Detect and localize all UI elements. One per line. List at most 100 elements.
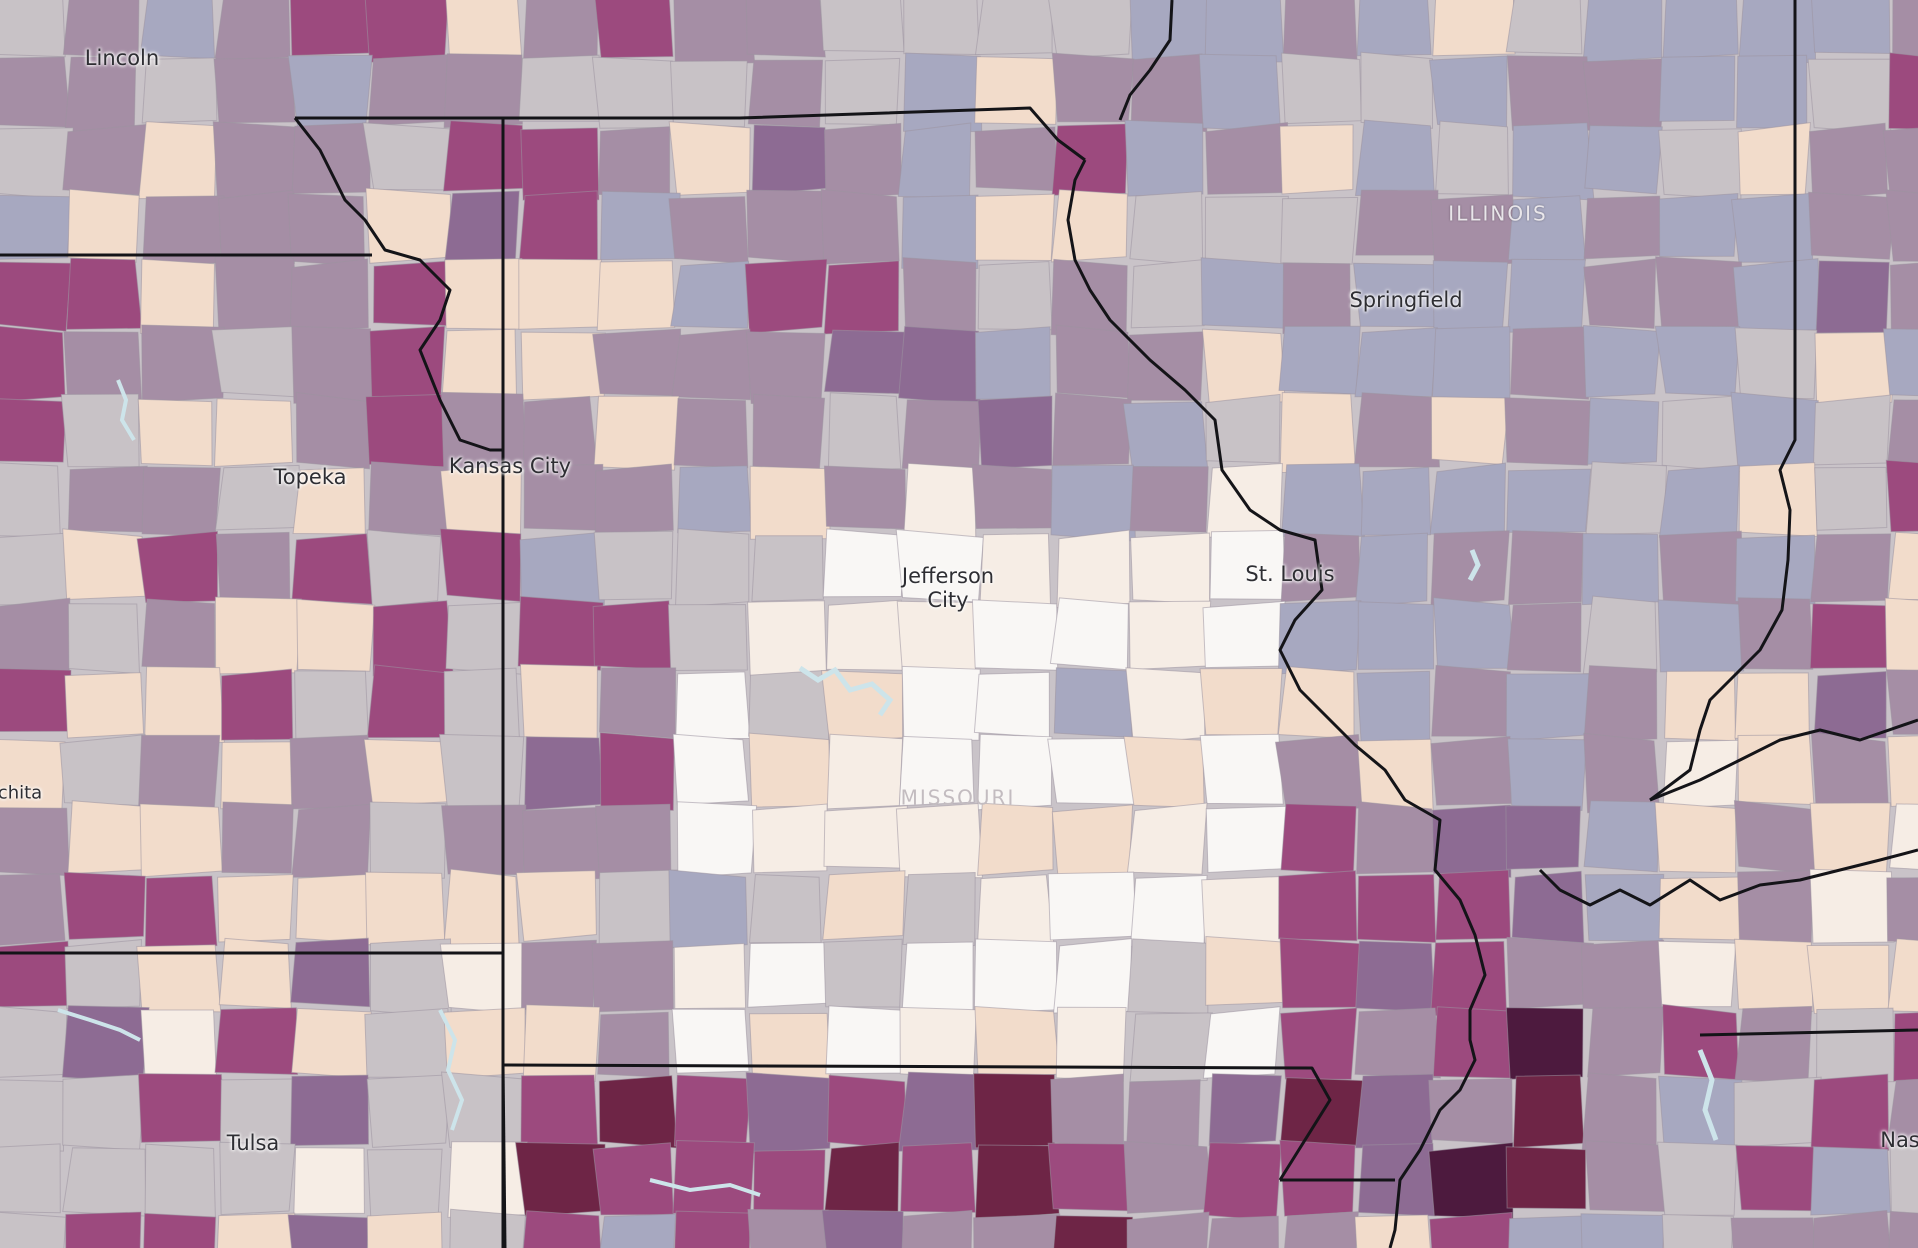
county-cell[interactable] (1583, 800, 1660, 873)
county-cell[interactable] (977, 395, 1053, 470)
county-cell[interactable] (1356, 670, 1431, 745)
county-cell[interactable] (974, 0, 1053, 56)
county-cell[interactable] (0, 1079, 65, 1152)
county-cell[interactable] (744, 258, 828, 334)
county-cell[interactable] (594, 0, 674, 59)
county-cell[interactable] (215, 531, 291, 609)
county-cell[interactable] (1506, 55, 1592, 131)
county-cell[interactable] (1050, 464, 1136, 542)
county-cell[interactable] (826, 1074, 907, 1150)
county-cell[interactable] (445, 601, 527, 675)
county-cell[interactable] (1887, 938, 1918, 1013)
county-cell[interactable] (1430, 396, 1511, 466)
county-cell[interactable] (220, 741, 300, 810)
county-cell[interactable] (821, 1209, 904, 1248)
county-cell[interactable] (1662, 1003, 1740, 1081)
county-cell[interactable] (1201, 328, 1286, 406)
county-cell[interactable] (593, 530, 674, 601)
county-cell[interactable] (751, 124, 828, 196)
county-cell[interactable] (745, 331, 826, 406)
county-cell[interactable] (64, 939, 143, 1010)
county-cell[interactable] (1506, 602, 1582, 673)
county-cell[interactable] (365, 187, 453, 264)
county-cell[interactable] (0, 56, 72, 128)
county-cell[interactable] (1734, 1005, 1813, 1084)
county-cell[interactable] (669, 60, 748, 128)
county-cell[interactable] (1279, 937, 1362, 1009)
county-cell[interactable] (1587, 1006, 1664, 1078)
county-cell[interactable] (1505, 1007, 1584, 1080)
county-cell[interactable] (1508, 1215, 1592, 1248)
county-cell[interactable] (1280, 803, 1357, 875)
county-cell[interactable] (1808, 191, 1896, 260)
county-cell[interactable] (62, 0, 140, 59)
county-cell[interactable] (67, 188, 140, 263)
county-cell[interactable] (823, 1141, 900, 1218)
county-cell[interactable] (1810, 1146, 1892, 1216)
county-cell[interactable] (1658, 128, 1742, 200)
county-cell[interactable] (1730, 192, 1814, 263)
county-cell[interactable] (752, 393, 826, 472)
county-cell[interactable] (1356, 0, 1432, 57)
county-cell[interactable] (141, 598, 216, 671)
county-cell[interactable] (514, 1141, 606, 1218)
county-cell[interactable] (522, 806, 607, 880)
county-cell[interactable] (1125, 667, 1206, 745)
county-cell[interactable] (971, 463, 1054, 530)
county-cell[interactable] (520, 127, 600, 201)
county-cell[interactable] (1587, 397, 1660, 465)
county-cell[interactable] (1583, 665, 1658, 743)
county-cell[interactable] (1204, 0, 1285, 64)
county-cell[interactable] (291, 533, 374, 605)
county-cell[interactable] (670, 260, 750, 329)
county-cell[interactable] (522, 0, 599, 61)
county-cell[interactable] (974, 126, 1058, 192)
county-cell[interactable] (1512, 122, 1595, 201)
county-cell[interactable] (673, 942, 747, 1010)
county-cell[interactable] (445, 0, 523, 60)
county-cell[interactable] (522, 1004, 601, 1086)
county-cell[interactable] (598, 667, 677, 739)
county-cell[interactable] (1202, 1142, 1283, 1222)
county-cell[interactable] (824, 122, 902, 200)
county-cell[interactable] (745, 0, 826, 58)
county-cell[interactable] (671, 1008, 750, 1074)
county-cell[interactable] (367, 53, 452, 127)
county-cell[interactable] (138, 121, 218, 200)
county-cell[interactable] (0, 532, 72, 606)
county-cell[interactable] (1814, 466, 1888, 531)
county-cell[interactable] (1130, 532, 1211, 605)
county-cell[interactable] (221, 668, 294, 741)
county-cell[interactable] (1658, 192, 1739, 258)
county-cell[interactable] (441, 328, 518, 401)
county-cell[interactable] (1122, 401, 1209, 472)
county-cell[interactable] (366, 529, 442, 609)
county-cell[interactable] (1279, 391, 1357, 474)
county-cell[interactable] (1581, 532, 1660, 606)
county-cell[interactable] (748, 873, 822, 944)
county-cell[interactable] (900, 1142, 976, 1213)
county-cell[interactable] (903, 0, 980, 56)
county-cell[interactable] (520, 1210, 603, 1248)
county-cell[interactable] (1654, 325, 1741, 397)
county-cell[interactable] (1199, 667, 1283, 737)
county-cell[interactable] (1888, 52, 1918, 130)
county-cell[interactable] (287, 1214, 370, 1248)
county-cell[interactable] (1355, 940, 1436, 1013)
county-cell[interactable] (751, 803, 828, 874)
county-cell[interactable] (672, 1139, 755, 1219)
county-cell[interactable] (289, 258, 369, 332)
county-cell[interactable] (1282, 262, 1351, 335)
county-cell[interactable] (898, 325, 981, 406)
county-cell[interactable] (0, 462, 61, 538)
county-cell[interactable] (221, 801, 294, 874)
county-cell[interactable] (518, 258, 602, 330)
county-cell[interactable] (1199, 733, 1284, 805)
county-cell[interactable] (598, 869, 678, 947)
county-cell[interactable] (671, 328, 751, 401)
county-cell[interactable] (1657, 940, 1737, 1008)
county-cell[interactable] (443, 53, 523, 129)
county-cell[interactable] (1815, 260, 1890, 334)
county-cell[interactable] (1654, 801, 1737, 874)
county-cell[interactable] (597, 1011, 670, 1078)
